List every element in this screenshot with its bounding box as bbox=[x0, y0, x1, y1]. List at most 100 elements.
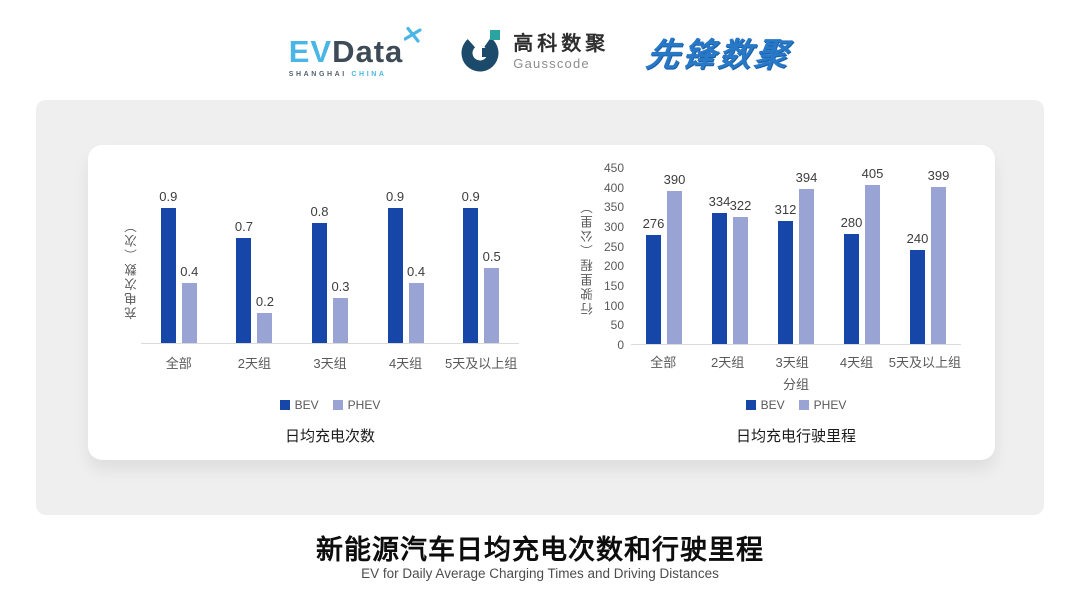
bar-bev: 334 bbox=[709, 194, 730, 344]
bar-value-label: 0.9 bbox=[461, 189, 480, 204]
bar-bev: 276 bbox=[643, 216, 664, 344]
bar-group: 312 394 bbox=[775, 170, 817, 344]
legend-swatch-icon bbox=[332, 400, 343, 410]
y-axis-label: 充电次数（次） bbox=[125, 218, 139, 320]
bar-value-label: 0.4 bbox=[180, 264, 199, 279]
bar-value-label: 334 bbox=[708, 193, 731, 209]
bar-value-label: 394 bbox=[795, 170, 818, 186]
y-tick-label: 0 bbox=[617, 338, 624, 352]
category-label: 3天组 bbox=[775, 355, 809, 370]
bar-bev: 240 bbox=[907, 231, 928, 344]
bar-group: 0.8 0.3 bbox=[310, 204, 350, 343]
plot-area: 276 390 334 322 312 394 280 405 240 399 bbox=[631, 166, 961, 345]
bar-bev: 0.9 bbox=[159, 189, 177, 343]
bar-group: 0.9 0.5 bbox=[462, 189, 501, 343]
bar-value-label: 240 bbox=[906, 230, 929, 246]
y-tick-label: 250 bbox=[603, 239, 624, 254]
legend-label: PHEV bbox=[813, 398, 847, 412]
bar-value-label: 390 bbox=[663, 171, 686, 187]
bar-value-label: 0.7 bbox=[234, 219, 253, 234]
gausscode-en-text: Gausscode bbox=[513, 56, 590, 71]
category-row: 全部 2天组 3天组 4天组 5天及以上组 bbox=[631, 345, 961, 371]
y-tick-label: 50 bbox=[610, 318, 624, 333]
bar-value-label: 0.2 bbox=[255, 294, 274, 309]
charts-row: 充电次数（次） 0.9 0.4 0.7 0.2 0.8 0.3 0.9 0.4 0.9 0.5 全… bbox=[88, 145, 995, 460]
y-tick-label: 300 bbox=[603, 220, 624, 234]
x-axis-label bbox=[141, 372, 519, 393]
plot-area: 0.9 0.4 0.7 0.2 0.8 0.3 0.9 0.4 0.9 0.5 bbox=[141, 189, 519, 344]
category-label: 3天组 bbox=[313, 356, 347, 371]
legend-swatch-icon bbox=[798, 400, 809, 410]
bar-phev: 0.3 bbox=[331, 279, 350, 343]
y-tick-label: 150 bbox=[603, 279, 624, 293]
bar-group: 280 405 bbox=[840, 166, 883, 344]
header-logos: EV Data SHANGHAI CHINA bbox=[0, 16, 1080, 88]
chart-daily-charging-times: 充电次数（次） 0.9 0.4 0.7 0.2 0.8 0.3 0.9 0.4 0.9 0.5 全… bbox=[122, 189, 519, 446]
category-label: 5天及以上组 bbox=[888, 355, 961, 370]
evdata-shanghai-text: SHANGHAI bbox=[288, 70, 347, 78]
bar-value-label: 312 bbox=[774, 202, 797, 218]
bar-group: 0.9 0.4 bbox=[159, 189, 198, 343]
legend-item-bev: BEV bbox=[745, 398, 785, 412]
evdata-wordmark: EV Data bbox=[289, 26, 423, 69]
gausscode-logo: 高科数聚 Gausscode bbox=[460, 27, 609, 78]
legend-item-bev: BEV bbox=[279, 398, 319, 412]
bar-value-label: 0.8 bbox=[310, 204, 329, 219]
category-label: 全部 bbox=[650, 355, 677, 370]
bar-phev: 405 bbox=[862, 166, 883, 344]
bar-phev: 0.4 bbox=[180, 264, 198, 343]
bar-bev: 312 bbox=[775, 202, 796, 344]
bar-bev: 0.9 bbox=[386, 189, 404, 343]
bar-group: 334 322 bbox=[709, 194, 751, 344]
gausscode-cn-text: 高科数聚 bbox=[513, 33, 610, 55]
chart-title: 日均充电次数 bbox=[284, 428, 375, 445]
evdata-subtitle: SHANGHAI CHINA bbox=[289, 71, 387, 78]
legend-label: PHEV bbox=[347, 398, 381, 412]
bar-phev: 0.4 bbox=[407, 264, 425, 343]
charts-card: 充电次数（次） 0.9 0.4 0.7 0.2 0.8 0.3 0.9 0.4 0.9 0.5 全… bbox=[88, 145, 995, 460]
bar-phev: 394 bbox=[796, 170, 817, 344]
chart-title: 日均充电行驶里程 bbox=[735, 428, 856, 445]
legend-item-phev: PHEV bbox=[332, 398, 381, 412]
legend-label: BEV bbox=[294, 398, 319, 412]
bar-phev: 0.2 bbox=[256, 294, 274, 343]
y-tick-label: 450 bbox=[603, 161, 624, 175]
bar-bev: 0.8 bbox=[310, 204, 329, 343]
bar-group: 0.7 0.2 bbox=[235, 219, 274, 343]
evdata-x-star-icon bbox=[403, 26, 422, 47]
chart-daily-driving-distance: 行驶里程（公里） 0 50 100 150 200 250 300 350 400 450 276… bbox=[578, 161, 961, 446]
evdata-data-text: Data bbox=[332, 33, 404, 69]
y-axis-right-chart: 行驶里程（公里） 0 50 100 150 200 250 300 350 400 450 bbox=[578, 161, 631, 352]
category-label: 2天组 bbox=[237, 356, 271, 371]
y-axis-left-chart: 充电次数（次） bbox=[122, 194, 141, 344]
x-axis-label: 分组 bbox=[782, 377, 809, 392]
bar-value-label: 0.3 bbox=[331, 279, 350, 294]
bar-value-label: 322 bbox=[729, 198, 752, 214]
y-tick-label: 200 bbox=[603, 259, 624, 274]
bar-phev: 390 bbox=[664, 172, 685, 344]
category-label: 4天组 bbox=[839, 355, 874, 370]
bar-value-label: 280 bbox=[840, 214, 863, 230]
bar-group: 276 390 bbox=[643, 172, 685, 344]
gray-panel: 充电次数（次） 0.9 0.4 0.7 0.2 0.8 0.3 0.9 0.4 0.9 0.5 全… bbox=[36, 100, 1044, 515]
legend-label: BEV bbox=[760, 398, 785, 412]
bar-bev: 0.9 bbox=[462, 189, 480, 343]
category-label: 5天及以上组 bbox=[445, 356, 518, 371]
y-axis-label: 行驶里程（公里） bbox=[581, 198, 595, 315]
bar-value-label: 0.5 bbox=[482, 249, 501, 264]
legend-item-phev: PHEV bbox=[798, 398, 847, 412]
bar-group: 240 399 bbox=[907, 168, 949, 344]
bar-group: 0.9 0.4 bbox=[386, 189, 425, 343]
bar-bev: 0.7 bbox=[235, 219, 253, 343]
y-tick-label: 350 bbox=[603, 200, 624, 215]
y-tick-label: 400 bbox=[603, 180, 624, 195]
page-subtitle: EV for Daily Average Charging Times and … bbox=[361, 566, 719, 581]
page-title: 新能源汽车日均充电次数和行驶里程 bbox=[316, 535, 764, 565]
y-axis-ticks: 0 50 100 150 200 250 300 350 400 450 bbox=[597, 161, 631, 352]
evdata-china-text: CHINA bbox=[351, 70, 387, 78]
gausscode-g-icon bbox=[460, 27, 504, 78]
y-tick-label: 100 bbox=[603, 298, 624, 313]
legend: BEV PHEV bbox=[631, 393, 961, 412]
evdata-logo: EV Data SHANGHAI CHINA bbox=[289, 26, 423, 78]
